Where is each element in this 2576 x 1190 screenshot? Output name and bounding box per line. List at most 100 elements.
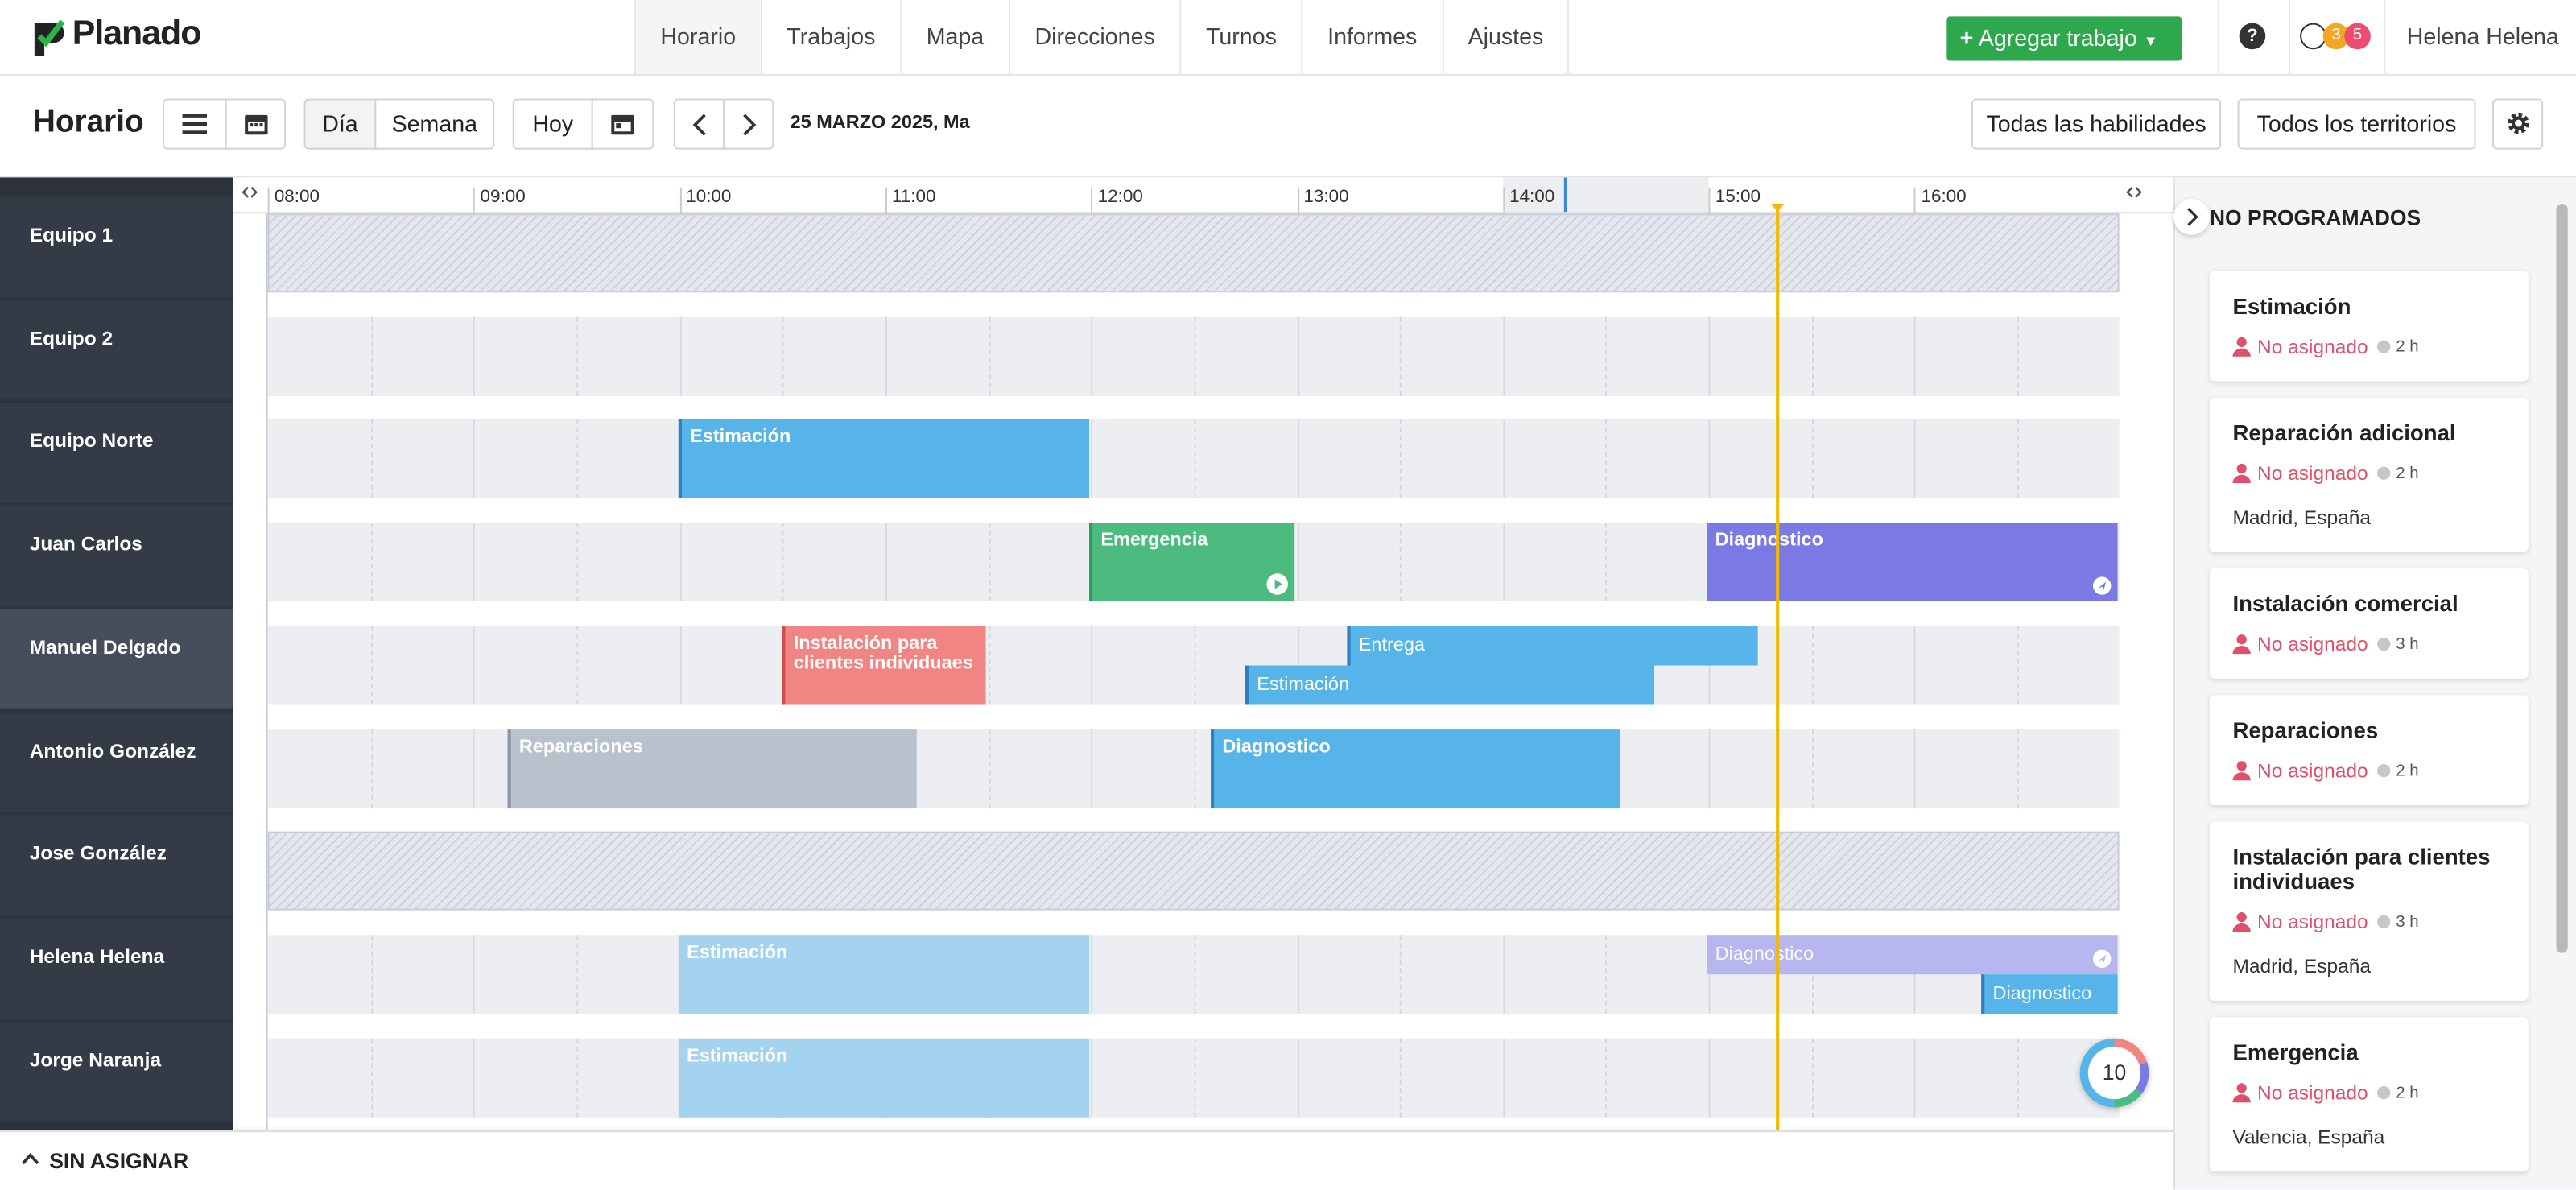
add-job-button[interactable]: + Agregar trabajo ▼ — [1946, 16, 2182, 61]
grid-line — [1297, 934, 1299, 1014]
calendar-icon[interactable] — [245, 112, 268, 135]
grid-line — [576, 1037, 579, 1117]
date-picker[interactable] — [591, 98, 654, 150]
job-block[interactable]: Estimación — [1245, 665, 1655, 705]
collapse-panel-button[interactable] — [2173, 198, 2210, 235]
grid-line — [679, 626, 682, 705]
job-card[interactable]: Reparaciones No asignado 2 h — [2209, 695, 2529, 805]
menu-item[interactable]: Direcciones — [1008, 0, 1180, 74]
resource-name[interactable]: Jorge Naranja — [29, 1047, 162, 1071]
menu-item[interactable]: Mapa — [900, 0, 1009, 74]
main-menu: Horario Trabajos Mapa Direcciones Turnos Info… — [634, 0, 1570, 74]
grid-line — [473, 316, 476, 396]
grid-line — [1194, 626, 1196, 705]
resource-row — [0, 403, 233, 503]
job-card[interactable]: Reparación adicional No asignado 2 h Madrid… — [2209, 397, 2529, 552]
day-button[interactable]: Día — [303, 98, 377, 150]
chevron-right — [2187, 208, 2198, 226]
grid-line — [2017, 316, 2020, 396]
header-marker — [1564, 177, 1568, 213]
resource-name[interactable]: Manuel Delgado — [29, 635, 181, 659]
menu-item[interactable]: Turnos — [1179, 0, 1301, 74]
job-counter[interactable]: 10 — [2079, 1038, 2149, 1108]
hour-tick — [1502, 187, 1505, 214]
resource-name[interactable]: Jose González — [29, 841, 167, 865]
menu-item[interactable]: Trabajos — [760, 0, 900, 74]
resource-name[interactable]: Equipo Norte — [29, 429, 154, 453]
resource-name[interactable]: Equipo 1 — [29, 223, 114, 247]
logo-icon — [34, 19, 65, 56]
skills-filter[interactable]: Todas las habilidades — [1971, 98, 2222, 150]
resource-name[interactable]: Equipo 2 — [29, 326, 114, 350]
card-meta: No asignado 3 h — [2232, 911, 2505, 933]
menu-item[interactable]: Ajustes — [1441, 0, 1570, 74]
grid-line — [1297, 316, 1299, 396]
job-block[interactable]: Diagnostico — [1211, 729, 1620, 808]
resource-row — [0, 196, 233, 297]
grid-line — [576, 316, 579, 396]
badge[interactable]: 5 — [2344, 23, 2371, 50]
job-card[interactable]: Emergencia No asignado 2 h Valencia, España — [2209, 1017, 2529, 1172]
collapse-arrows[interactable] — [242, 184, 258, 206]
grid-line — [1091, 316, 1093, 396]
job-card[interactable]: Estimación No asignado 2 h — [2209, 271, 2529, 382]
counter-value: 10 — [2087, 1046, 2141, 1100]
hour-tick — [1091, 187, 1093, 214]
unassigned-bar[interactable]: SIN ASIGNAR — [0, 1130, 2174, 1190]
menu-item[interactable]: Horario — [634, 0, 761, 74]
grid-line — [1811, 419, 1814, 499]
caret: ▼ — [2143, 32, 2158, 50]
job-block[interactable]: Instalación para clientes individuaes — [782, 626, 986, 705]
grid-line — [1502, 419, 1505, 499]
grid-line — [1400, 523, 1402, 602]
grid-line — [1091, 729, 1093, 808]
prev-button[interactable] — [673, 98, 724, 150]
job-block[interactable]: Estimación — [678, 1037, 1090, 1117]
job-label: Entrega — [1358, 635, 1425, 655]
grid-line — [576, 626, 579, 705]
job-label: Reparaciones — [518, 737, 643, 757]
grid-line — [473, 729, 476, 808]
panel-title: NO PROGRAMADOS — [2209, 205, 2421, 230]
grid-line — [1194, 419, 1196, 499]
resource-name[interactable]: Juan Carlos — [29, 532, 142, 556]
job-block[interactable]: Emergencia — [1089, 523, 1295, 602]
hour-label: 14:00 — [1509, 187, 1555, 208]
help-icon[interactable]: ? — [2239, 23, 2266, 50]
card-assignee: No asignado — [2257, 335, 2368, 358]
card-meta: No asignado 2 h — [2232, 461, 2505, 485]
toolbar-border — [0, 176, 2576, 178]
card-title: Reparación adicional — [2232, 420, 2456, 446]
menu-item[interactable]: Informes — [1301, 0, 1442, 74]
job-block[interactable]: Reparaciones — [507, 729, 917, 808]
job-block[interactable]: Entrega — [1347, 626, 1758, 666]
job-block[interactable]: Estimación — [678, 419, 1090, 499]
job-card[interactable]: Instalación para clientes individuaes No … — [2209, 821, 2529, 1001]
resource-name[interactable]: Antonio González — [29, 738, 196, 762]
job-block[interactable]: Diagnostico — [1707, 934, 2118, 974]
grid-line — [1914, 419, 1917, 499]
left-edge — [266, 213, 268, 1131]
today-button[interactable]: Hoy — [512, 98, 593, 150]
list-icon[interactable] — [182, 114, 208, 135]
grid-line — [1091, 419, 1093, 499]
settings-button[interactable] — [2491, 98, 2544, 150]
resource-row — [0, 300, 233, 400]
job-card[interactable]: Instalación comercial No asignado 3 h — [2209, 568, 2529, 679]
job-block[interactable]: Diagnostico — [1981, 973, 2118, 1014]
grid-line — [473, 934, 476, 1014]
grid-line — [679, 316, 682, 396]
hour-label: 15:00 — [1715, 187, 1761, 208]
unscheduled-panel: NO PROGRAMADOS Estimación No asignado 2 h R… — [2173, 177, 2576, 1190]
collapse-arrows[interactable] — [2126, 184, 2142, 206]
user-name[interactable]: Helena Helena — [2406, 23, 2559, 50]
grid-line — [988, 523, 990, 602]
week-button[interactable]: Semana — [374, 98, 495, 150]
job-block[interactable]: Estimación — [678, 934, 1090, 1014]
next-button[interactable] — [722, 98, 774, 150]
resource-name[interactable]: Helena Helena — [29, 944, 165, 968]
card-duration: 2 h — [2378, 465, 2418, 482]
job-block[interactable]: Diagnostico — [1707, 523, 2118, 602]
territories-filter[interactable]: Todos los territorios — [2237, 98, 2476, 150]
grid-line — [370, 523, 373, 602]
